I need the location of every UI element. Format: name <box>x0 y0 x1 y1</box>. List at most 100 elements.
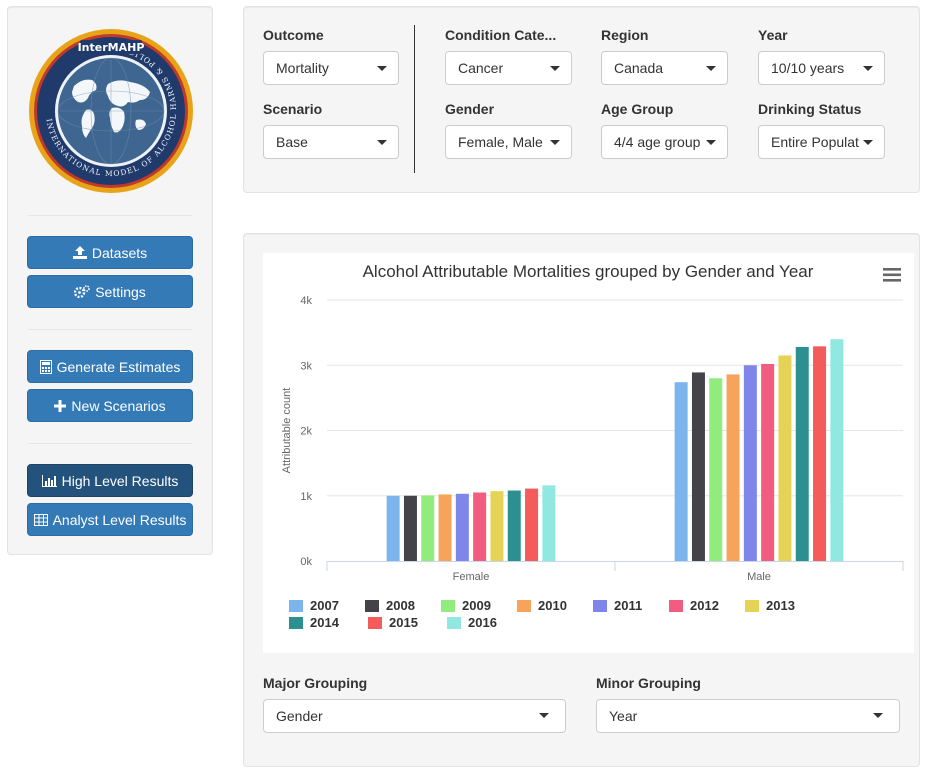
legend-item-2014[interactable]: 2014 <box>289 615 368 630</box>
bar-chart-icon <box>41 474 57 487</box>
chevron-down-icon <box>377 140 387 145</box>
minor-grouping-dropdown[interactable]: Year <box>596 699 900 733</box>
y-tick-label: 4k <box>300 295 312 307</box>
chevron-down-icon <box>873 713 883 718</box>
chart-title: Alcohol Attributable Mortalities grouped… <box>363 262 814 281</box>
gender-label: Gender <box>445 101 495 117</box>
bar-male-2008 <box>691 372 705 561</box>
filters-panel: Outcome Mortality Scenario Base Conditio… <box>243 6 920 193</box>
bar-female-2013 <box>490 491 504 561</box>
condition-category-label: Condition Cate... <box>445 27 557 43</box>
bar-male-2011 <box>743 365 757 561</box>
legend-item-2009[interactable]: 2009 <box>441 598 517 613</box>
legend-item-2010[interactable]: 2010 <box>517 598 593 613</box>
bar-female-2016 <box>542 485 556 561</box>
legend-swatch <box>289 599 303 612</box>
gears-icon <box>74 285 91 298</box>
legend-swatch <box>447 616 461 629</box>
divider <box>28 215 192 216</box>
legend-swatch <box>669 599 683 612</box>
bar-male-2015 <box>813 346 827 561</box>
legend-item-2012[interactable]: 2012 <box>669 598 745 613</box>
legend-label: 2007 <box>310 598 339 613</box>
y-tick-label: 3k <box>300 360 312 372</box>
year-label: Year <box>758 27 788 43</box>
bar-female-2015 <box>525 488 539 561</box>
outcome-dropdown[interactable]: Mortality <box>263 51 399 85</box>
datasets-button[interactable]: Datasets <box>27 236 193 269</box>
major-grouping-dropdown[interactable]: Gender <box>263 699 566 733</box>
plus-icon <box>54 399 67 412</box>
bar-female-2007 <box>386 495 400 561</box>
age-group-label: Age Group <box>601 101 674 117</box>
svg-text:InterMAHP: InterMAHP <box>78 41 145 54</box>
legend-item-2007[interactable]: 2007 <box>289 598 365 613</box>
bar-male-2014 <box>795 346 809 561</box>
datasets-label: Datasets <box>91 244 148 261</box>
chevron-down-icon <box>706 66 716 71</box>
chevron-down-icon <box>550 66 560 71</box>
bar-male-2010 <box>726 374 740 561</box>
chevron-down-icon <box>706 140 716 145</box>
gender-value: Female, Male <box>458 134 543 150</box>
high-level-results-button[interactable]: High Level Results <box>27 464 193 497</box>
bar-female-2009 <box>421 495 435 561</box>
upload-icon <box>72 246 87 259</box>
settings-button[interactable]: Settings <box>27 275 193 308</box>
legend-swatch <box>368 616 382 629</box>
age-group-dropdown[interactable]: 4/4 age group <box>601 125 728 159</box>
y-tick-label: 1k <box>300 491 312 503</box>
calculator-icon <box>39 359 52 374</box>
bar-male-2007 <box>674 382 688 561</box>
bar-female-2008 <box>403 495 417 561</box>
minor-grouping-value: Year <box>609 708 638 724</box>
bar-male-2016 <box>830 339 844 561</box>
legend-swatch <box>517 599 531 612</box>
settings-label: Settings <box>95 283 146 300</box>
gender-dropdown[interactable]: Female, Male <box>445 125 572 159</box>
scenario-label: Scenario <box>263 101 323 117</box>
age-group-value: 4/4 age group <box>614 134 701 150</box>
legend-label: 2010 <box>538 598 567 613</box>
legend-item-2015[interactable]: 2015 <box>368 615 447 630</box>
intermahp-logo: INTERNATIONAL MODEL OF ALCOHOL HARMS & P… <box>29 29 193 193</box>
drinking-status-label: Drinking Status <box>758 101 862 117</box>
region-dropdown[interactable]: Canada <box>601 51 728 85</box>
new-scenarios-button[interactable]: New Scenarios <box>27 389 193 422</box>
outcome-value: Mortality <box>276 60 329 76</box>
results-panel: Alcohol Attributable Mortalities grouped… <box>243 233 920 767</box>
scenario-dropdown[interactable]: Base <box>263 125 399 159</box>
legend-swatch <box>289 616 303 629</box>
legend-item-2011[interactable]: 2011 <box>593 598 669 613</box>
legend-label: 2013 <box>766 598 795 613</box>
region-label: Region <box>601 27 649 43</box>
bar-female-2011 <box>455 493 469 561</box>
legend-label: 2009 <box>462 598 491 613</box>
y-tick-label: 0k <box>300 556 312 568</box>
scenario-value: Base <box>276 134 308 150</box>
legend-swatch <box>365 599 379 612</box>
legend-item-2016[interactable]: 2016 <box>447 615 526 630</box>
legend-item-2008[interactable]: 2008 <box>365 598 441 613</box>
region-value: Canada <box>614 60 664 76</box>
bar-female-2014 <box>507 490 521 561</box>
chevron-down-icon <box>863 140 873 145</box>
x-tick-label: Male <box>747 571 771 583</box>
chart-legend: 2007 2008 2009 2010 2011 2012 2013 2014 2015 2016 <box>289 598 899 630</box>
legend-swatch <box>441 599 455 612</box>
legend-label: 2014 <box>310 615 339 630</box>
bar-male-2009 <box>709 378 723 561</box>
legend-item-2013[interactable]: 2013 <box>745 598 824 613</box>
condition-category-dropdown[interactable]: Cancer <box>445 51 572 85</box>
analyst-level-results-button[interactable]: Analyst Level Results <box>27 503 193 536</box>
divider <box>28 329 192 330</box>
bar-male-2012 <box>761 363 775 561</box>
year-value: 10/10 years <box>771 60 845 76</box>
chevron-down-icon <box>377 66 387 71</box>
generate-estimates-button[interactable]: Generate Estimates <box>27 350 193 383</box>
x-tick-label: Female <box>453 571 490 583</box>
hamburger-menu-icon[interactable] <box>883 268 901 282</box>
year-dropdown[interactable]: 10/10 years <box>758 51 885 85</box>
legend-label: 2016 <box>468 615 497 630</box>
drinking-status-dropdown[interactable]: Entire Populat <box>758 125 885 159</box>
